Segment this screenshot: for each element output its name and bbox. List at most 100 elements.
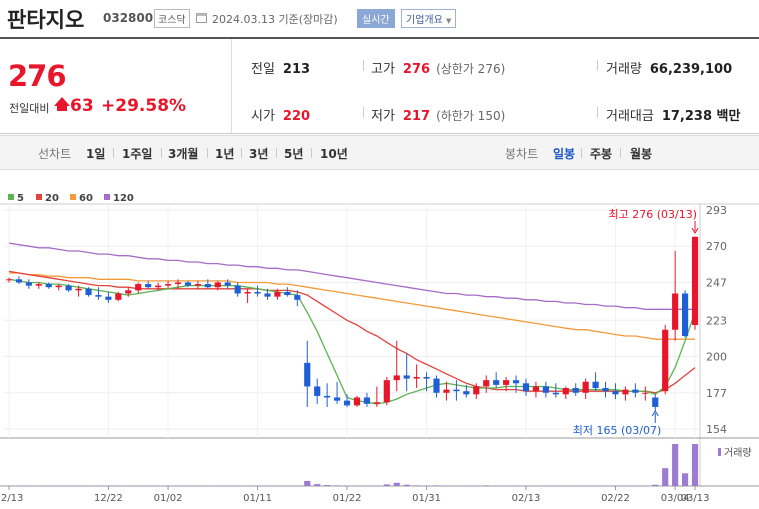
candle-body: [254, 291, 261, 294]
candle-body: [85, 288, 92, 296]
volume-bar: [25, 485, 32, 487]
candle-body: [204, 284, 211, 288]
volume-bar: [164, 485, 172, 487]
volume-bar: [155, 485, 162, 487]
volume-bar: [194, 485, 201, 487]
volume-bar: [135, 485, 142, 487]
candle-body: [145, 284, 152, 288]
range-5y[interactable]: 5년: [284, 147, 304, 161]
up-arrow-icon: [54, 97, 70, 106]
volume-bar: [433, 485, 440, 486]
volume-bar: [393, 482, 400, 486]
candle-body: [324, 395, 331, 398]
candle-body: [155, 285, 162, 288]
volume-bar: [224, 485, 231, 487]
change-value: 63: [70, 96, 94, 116]
volume-bar: [343, 485, 351, 486]
high-arrow-head: [691, 227, 699, 234]
divider: [113, 148, 114, 158]
candle-body: [244, 291, 251, 294]
amount-value: 17,238 백만: [661, 109, 741, 124]
candle-body: [552, 392, 559, 395]
candle-body: [363, 397, 370, 404]
change-percent: +29.58%: [101, 96, 187, 116]
open-label: 시가: [251, 109, 275, 124]
y-tick-label: 154: [706, 423, 727, 436]
volume-bar: [145, 485, 152, 487]
volume-bar: [304, 480, 311, 486]
x-tick-label: 03/13: [681, 493, 710, 504]
candle-body: [582, 381, 589, 393]
divider: [620, 148, 621, 158]
candle-body: [662, 329, 669, 392]
legend-swatch: [104, 194, 110, 200]
legend-label: 5: [17, 193, 24, 204]
candle-body: [264, 293, 271, 297]
volume-bar: [324, 485, 331, 486]
volume-bar: [592, 485, 599, 487]
volume-bar: [691, 444, 699, 486]
volume-axis-label: 거래량: [724, 447, 752, 459]
period-daily[interactable]: 일봉: [553, 147, 576, 161]
x-tick-label: 02/13: [512, 493, 541, 504]
range-1y[interactable]: 1년: [215, 147, 235, 161]
candle-body: [45, 284, 52, 288]
price-box: 276 전일대비 63 +29.58%: [0, 39, 232, 133]
stock-name: 판타지오: [7, 8, 85, 32]
candle-body: [314, 386, 321, 396]
chevron-down-icon: ▼: [446, 17, 452, 25]
candle-body: [602, 388, 609, 392]
volume-bar: [602, 485, 609, 487]
candle-body: [164, 284, 172, 286]
chart-toolbar: 선차트 1일 1주일 3개월 1년 3년 5년 10년 봉차트 일봉 주봉 월봉: [0, 135, 759, 170]
range-10y[interactable]: 10년: [320, 147, 348, 161]
lower-limit: (하한가 150): [436, 109, 506, 123]
ma5-line: [8, 278, 696, 405]
candle-body: [65, 285, 72, 291]
realtime-button[interactable]: 실시간: [357, 9, 395, 28]
low-annotation: 최저 165 (03/07): [573, 424, 662, 437]
period-weekly[interactable]: 주봉: [590, 147, 613, 161]
volume-bar: [294, 485, 301, 487]
volume-bar: [65, 485, 72, 487]
volume-bar: [493, 485, 500, 486]
period-monthly[interactable]: 월봉: [630, 147, 653, 161]
prev-close-label: 전일: [251, 62, 275, 77]
divider: [276, 148, 277, 158]
volume-bar: [314, 484, 321, 486]
candle-body: [542, 386, 549, 393]
candle-body: [115, 293, 122, 300]
range-3y[interactable]: 3년: [249, 147, 269, 161]
volume-bar: [254, 485, 261, 487]
open-price: 시가 220: [251, 105, 310, 124]
volume-bar: [373, 485, 380, 487]
amount-label: 거래대금: [606, 109, 654, 124]
company-overview-dropdown[interactable]: 기업개요 ▼: [401, 9, 457, 28]
volume-bar: [204, 485, 211, 487]
candle-body: [503, 380, 510, 385]
volume-bar: [512, 485, 520, 487]
range-1d[interactable]: 1일: [86, 147, 106, 161]
x-tick-label: 01/02: [154, 493, 183, 504]
open-value: 220: [282, 109, 311, 124]
candle-body: [234, 285, 241, 294]
x-tick-label: 01/22: [333, 493, 362, 504]
x-tick-label: 01/11: [243, 493, 272, 504]
volume-bar: [552, 485, 559, 487]
quote-date: 2024.03.13 기준(장마감): [212, 13, 338, 26]
market-badge: 코스닥: [154, 9, 190, 28]
range-1w[interactable]: 1주일: [122, 147, 153, 161]
range-3m[interactable]: 3개월: [168, 147, 199, 161]
candle-body: [174, 282, 182, 285]
volume-bar: [45, 485, 52, 487]
volume-bar: [423, 485, 430, 486]
legend-ma20: 20: [36, 193, 59, 204]
divider: [597, 60, 598, 71]
high-annotation: 최고 276 (03/13): [609, 208, 698, 221]
candle-body: [423, 377, 430, 379]
y-tick-label: 223: [706, 314, 727, 327]
candle-body: [453, 389, 460, 392]
divider: [207, 148, 208, 158]
x-tick-label: 02/22: [601, 493, 630, 504]
